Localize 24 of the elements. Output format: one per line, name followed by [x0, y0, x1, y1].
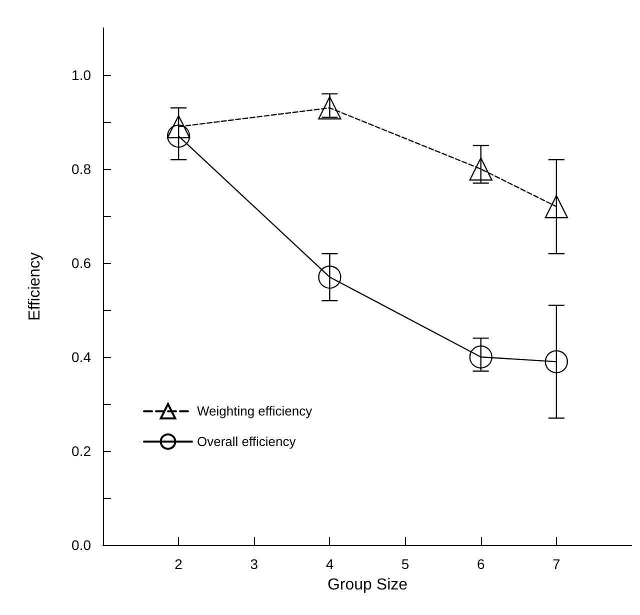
y-tick-label: 0.2	[72, 443, 92, 459]
legend-label: Weighting efficiency	[197, 404, 313, 419]
x-axis-title: Group Size	[327, 576, 408, 594]
x-tick-label: 3	[250, 556, 258, 572]
x-tick-label: 7	[552, 556, 561, 572]
y-tick-label: 0.8	[72, 161, 92, 177]
y-tick-label: 0.0	[72, 537, 92, 553]
x-tick-label: 4	[326, 556, 334, 572]
point	[544, 195, 568, 218]
point	[166, 115, 190, 138]
y-tick-label: 0.6	[72, 255, 92, 271]
legend-label: Overall efficiency	[197, 434, 296, 450]
point	[469, 157, 492, 181]
point	[469, 345, 492, 369]
x-tick-label: 2	[174, 556, 183, 572]
point	[318, 266, 342, 289]
y-tick-label: 1.0	[72, 67, 92, 83]
point	[318, 96, 342, 120]
x-tick-label: 6	[476, 556, 485, 572]
point	[166, 124, 190, 148]
y-tick-label: 0.4	[72, 349, 92, 365]
y-axis-title: Efficiency	[26, 252, 44, 321]
x-tick-label: 5	[401, 556, 410, 572]
point	[544, 350, 568, 374]
